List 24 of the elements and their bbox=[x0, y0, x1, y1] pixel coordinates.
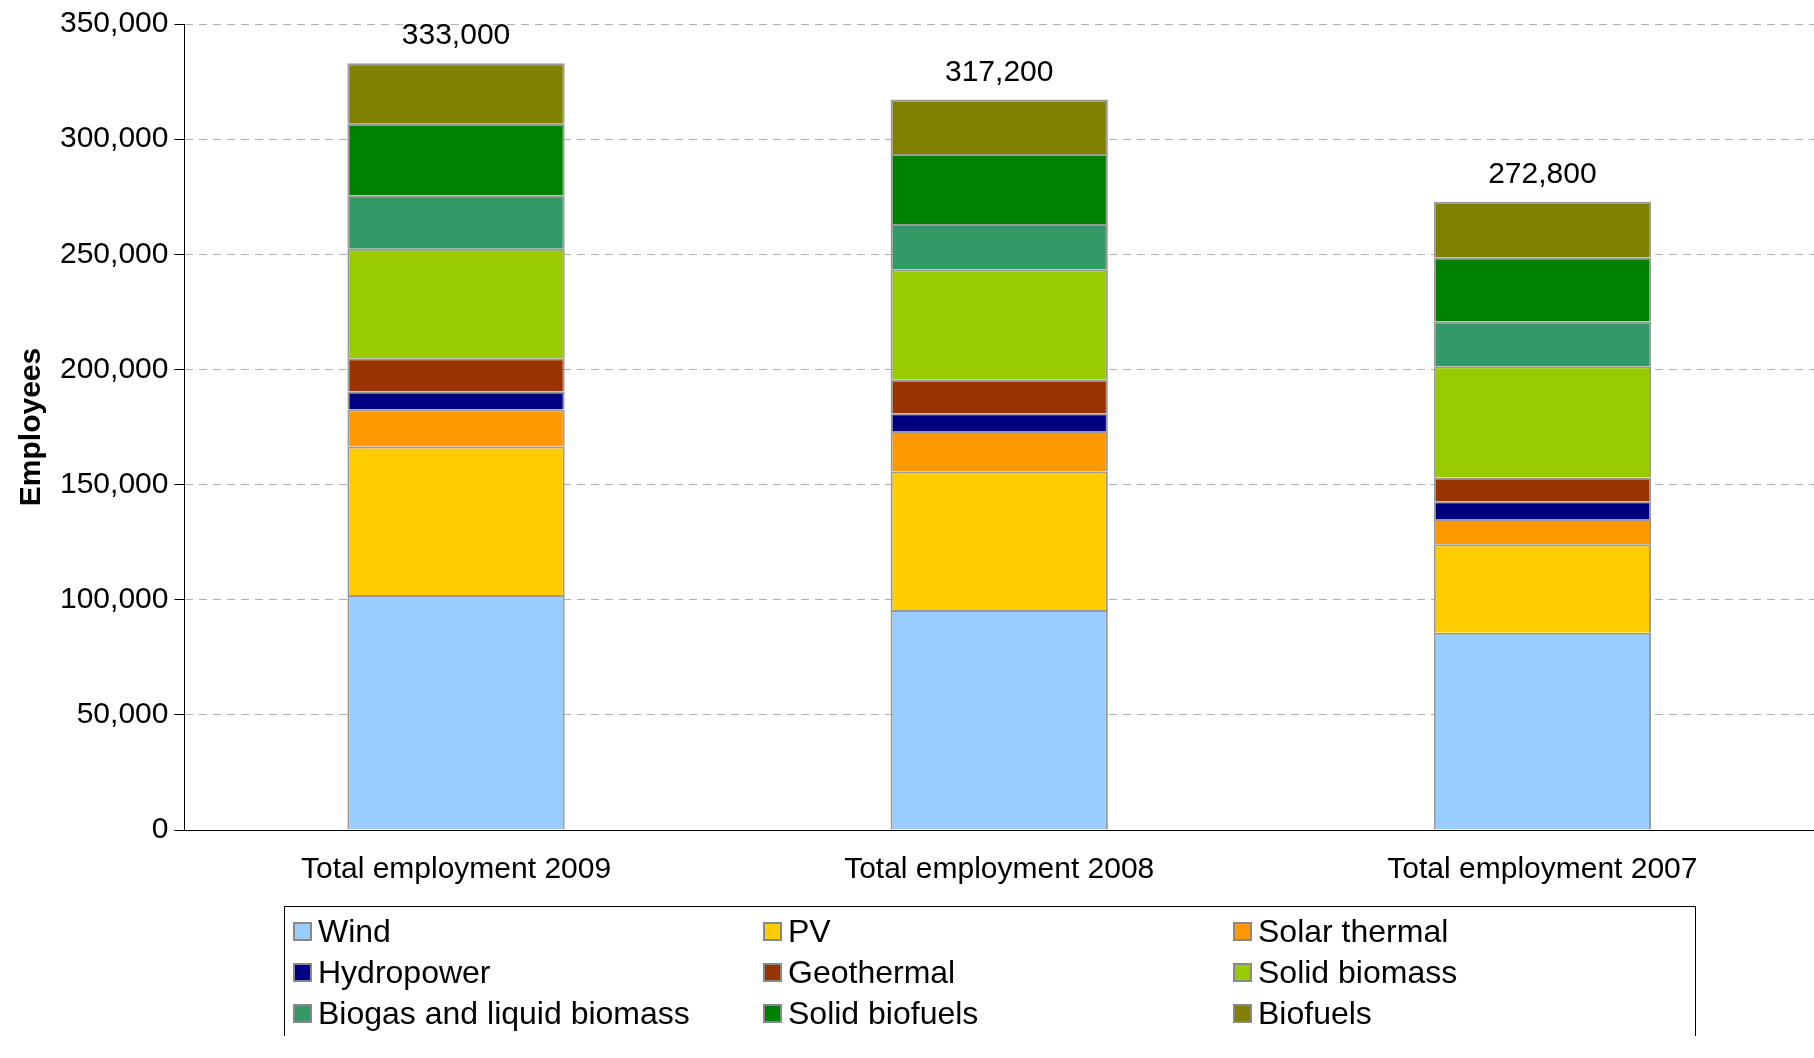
legend-label: Solid biofuels bbox=[788, 995, 979, 1032]
y-tick-label: 150,000 bbox=[59, 465, 169, 499]
total-label: 272,800 bbox=[1488, 156, 1597, 190]
total-label: 317,200 bbox=[944, 53, 1054, 87]
y-tick-label: 300,000 bbox=[59, 120, 169, 154]
y-tick-label: 0 bbox=[151, 811, 169, 845]
x-tick-label: Total employment 2009 bbox=[300, 851, 612, 885]
legend-label: Hydropower bbox=[318, 954, 491, 991]
legend-label: Geothermal bbox=[788, 954, 956, 991]
x-tick-label: Total employment 2008 bbox=[844, 851, 1155, 885]
y-tick-label: 50,000 bbox=[76, 696, 169, 730]
legend-label: PV bbox=[788, 913, 831, 950]
y-tick-label: 350,000 bbox=[59, 5, 169, 39]
y-tick-label: 200,000 bbox=[59, 350, 169, 384]
y-tick-label: 100,000 bbox=[59, 580, 169, 614]
y-axis-title: Employees bbox=[13, 347, 47, 507]
y-tick-label: 250,000 bbox=[59, 235, 169, 269]
total-label: 333,000 bbox=[401, 17, 511, 51]
legend-label: Biogas and liquid biomass bbox=[318, 995, 690, 1032]
legend-label: Solid biomass bbox=[1258, 954, 1458, 991]
legend-label: Wind bbox=[318, 913, 391, 950]
x-tick-label: Total employment 2007 bbox=[1387, 851, 1698, 885]
legend-label: Solar thermal bbox=[1258, 913, 1449, 950]
legend-label: Biofuels bbox=[1258, 995, 1372, 1032]
